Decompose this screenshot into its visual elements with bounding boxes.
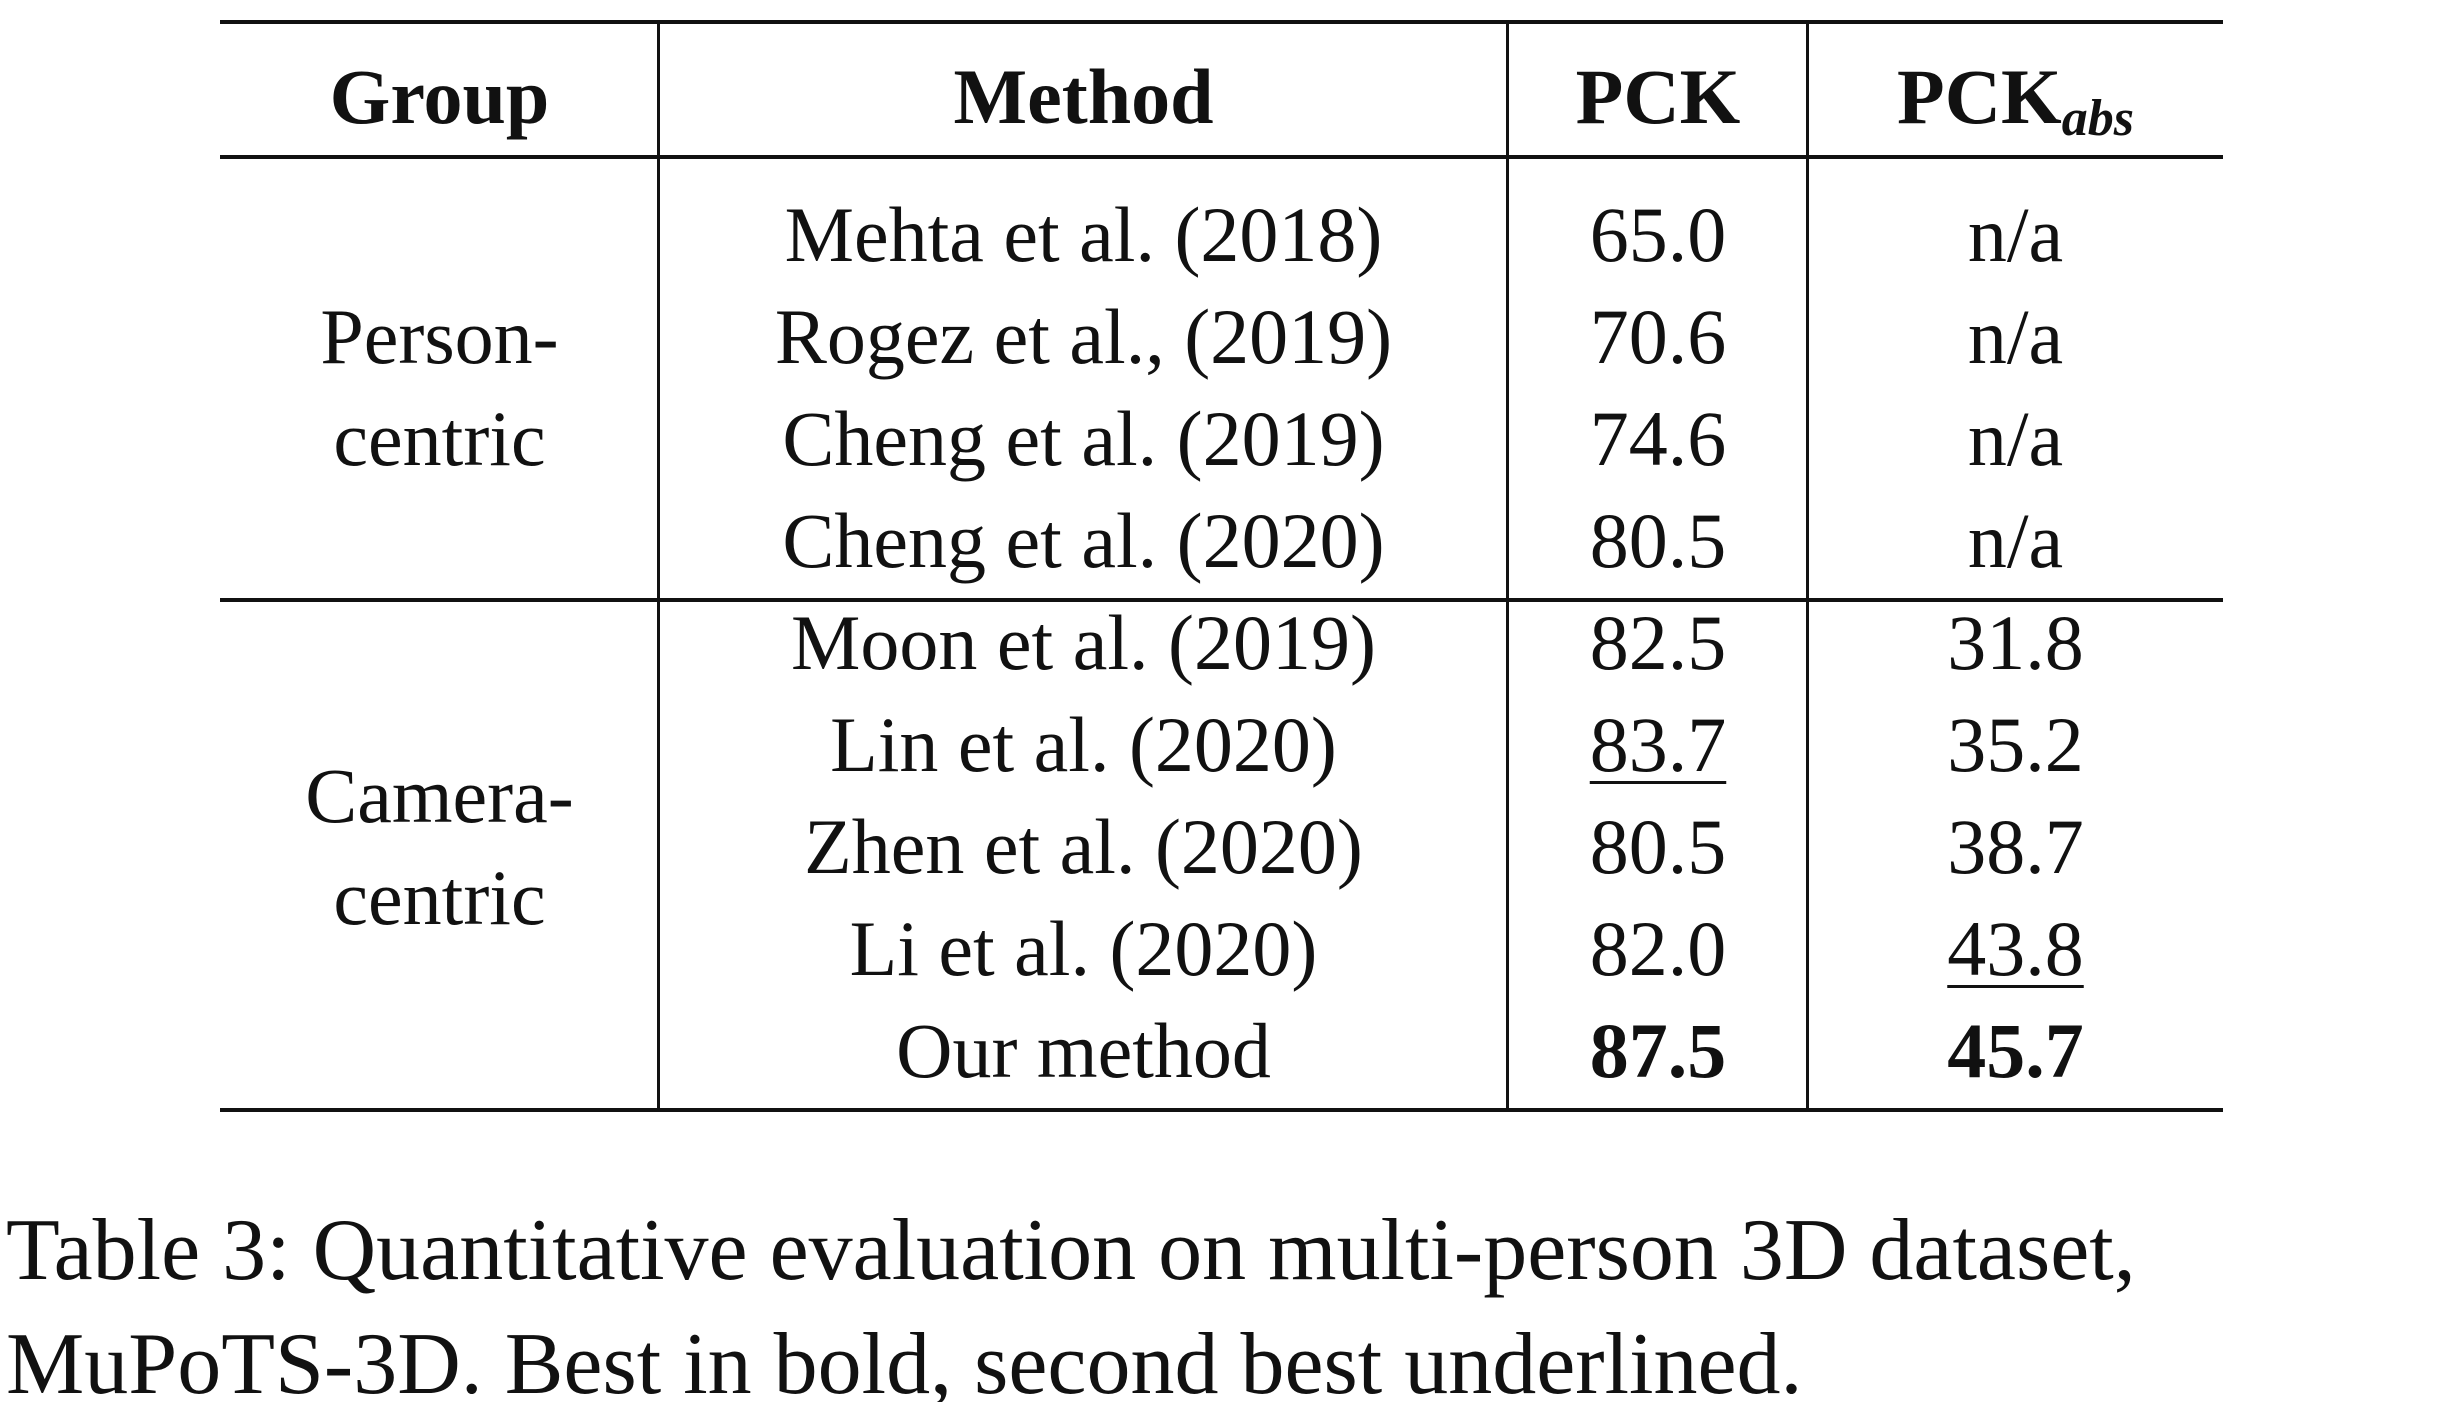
table-cell: Cheng et al. (2020)	[659, 490, 1508, 592]
cell-text: Lin et al. (2020)	[830, 701, 1337, 788]
header-cell: Group	[220, 46, 659, 148]
cell-text: n/a	[1967, 293, 2064, 380]
column-rule	[1506, 22, 1509, 1112]
table-cell: 65.0	[1508, 184, 1808, 286]
table-cell: 74.6	[1508, 388, 1808, 490]
cell-text: 87.5	[1589, 1007, 1727, 1094]
cell-text: 74.6	[1589, 395, 1727, 482]
cell-text: Li et al. (2020)	[849, 905, 1318, 992]
header-text: PCK	[1897, 53, 2062, 140]
header-cell: PCKabs	[1808, 46, 2223, 148]
group-label: Camera-	[305, 752, 574, 839]
table-cell: 38.7	[1808, 796, 2223, 898]
cell-text: n/a	[1967, 497, 2064, 584]
cell-text: 80.5	[1589, 497, 1727, 584]
cell-text: Mehta et al. (2018)	[784, 191, 1383, 278]
top-rule	[220, 20, 2223, 24]
cell-text: 80.5	[1589, 803, 1727, 890]
table-cell: Rogez et al., (2019)	[659, 286, 1508, 388]
cell-text: 35.2	[1947, 701, 2084, 788]
table-cell: 82.5	[1508, 592, 1808, 694]
column-rule	[1806, 22, 1809, 1112]
table-cell: 80.5	[1508, 490, 1808, 592]
group-label: Person-	[320, 293, 559, 380]
group-label: centric	[333, 854, 546, 941]
table-cell: 80.5	[1508, 796, 1808, 898]
header-text: PCK	[1575, 53, 1741, 140]
caption-line: MuPoTS-3D. Best in bold, second best und…	[6, 1316, 1803, 1402]
table-cell: 83.7	[1508, 694, 1808, 796]
cell-text: Moon et al. (2019)	[791, 599, 1376, 686]
cell-text: Cheng et al. (2019)	[782, 395, 1385, 482]
cell-text: Cheng et al. (2020)	[782, 497, 1385, 584]
table-cell: 35.2	[1808, 694, 2223, 796]
header-text: Method	[953, 53, 1214, 140]
table-cell: 45.7	[1808, 1000, 2223, 1102]
caption-line: Table 3: Quantitative evaluation on mult…	[6, 1202, 2136, 1299]
cell-text: Zhen et al. (2020)	[804, 803, 1363, 890]
table-cell: 31.8	[1808, 592, 2223, 694]
header-rule	[220, 155, 2223, 159]
cell-text: 31.8	[1947, 599, 2084, 686]
table-cell: Li et al. (2020)	[659, 898, 1508, 1000]
table-cell: n/a	[1808, 286, 2223, 388]
header-cell: Method	[659, 46, 1508, 148]
table-cell: 82.0	[1508, 898, 1808, 1000]
column-rule	[657, 22, 660, 1112]
table-cell: 87.5	[1508, 1000, 1808, 1102]
cell-text: 82.0	[1589, 905, 1727, 992]
table-cell: Moon et al. (2019)	[659, 592, 1508, 694]
table-cell: n/a	[1808, 388, 2223, 490]
table-cell: Mehta et al. (2018)	[659, 184, 1508, 286]
bottom-rule	[220, 1108, 2223, 1112]
cell-text: 45.7	[1947, 1007, 2084, 1094]
cell-text: 82.5	[1589, 599, 1727, 686]
table-cell: 70.6	[1508, 286, 1808, 388]
cell-text: Rogez et al., (2019)	[774, 293, 1393, 380]
cell-text: 65.0	[1589, 191, 1727, 278]
group-label: centric	[333, 395, 546, 482]
table-cell: Our method	[659, 1000, 1508, 1102]
cell-text: 70.6	[1589, 293, 1727, 380]
cell-text: 83.7	[1589, 701, 1727, 788]
table-cell: Lin et al. (2020)	[659, 694, 1508, 796]
header-cell: PCK	[1508, 46, 1808, 148]
table-cell: n/a	[1808, 184, 2223, 286]
table-cell: Cheng et al. (2019)	[659, 388, 1508, 490]
cell-text: n/a	[1967, 395, 2064, 482]
table-cell: 43.8	[1808, 898, 2223, 1000]
cell-text: 43.8	[1947, 905, 2084, 992]
table-cell: n/a	[1808, 490, 2223, 592]
header-subscript: abs	[2061, 90, 2134, 147]
cell-text: Our method	[896, 1007, 1271, 1094]
table-cell: Zhen et al. (2020)	[659, 796, 1508, 898]
group-rule	[220, 598, 2223, 602]
header-text: Group	[329, 53, 550, 140]
cell-text: n/a	[1967, 191, 2064, 278]
cell-text: 38.7	[1947, 803, 2084, 890]
